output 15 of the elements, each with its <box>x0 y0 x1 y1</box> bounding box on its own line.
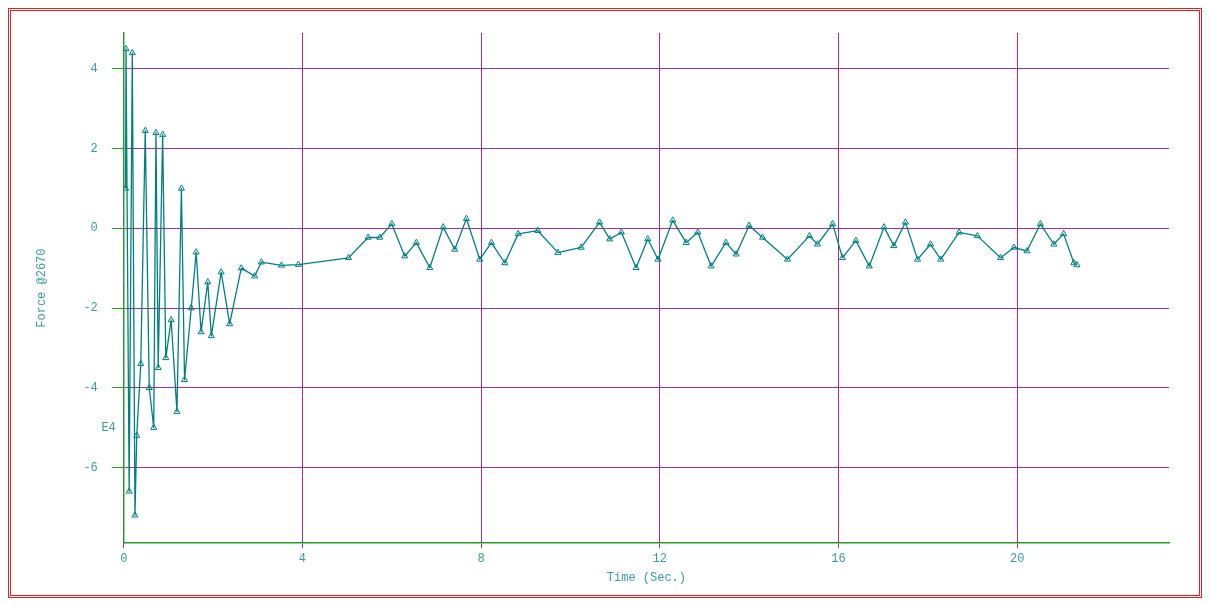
x-tick-label: 8 <box>477 551 485 566</box>
y-tick-label: 2 <box>90 141 98 156</box>
x-tick-label: 20 <box>1009 551 1025 566</box>
x-tick-label: 16 <box>831 551 846 566</box>
x-axis-title: Time (Sec.) <box>606 570 687 585</box>
y-tick-label: 4 <box>90 62 98 77</box>
text: E4 <box>101 420 116 435</box>
x-tick-label: 12 <box>652 551 667 566</box>
x-tick-label: 0 <box>120 551 128 566</box>
y-tick-label: -2 <box>83 301 98 316</box>
y-axis-title: Force @2670 <box>35 248 50 328</box>
y-tick-label: -4 <box>83 380 98 395</box>
y-tick-label: -6 <box>83 460 98 475</box>
y-tick-label: 0 <box>90 221 98 236</box>
x-tick-label: 4 <box>298 551 307 566</box>
